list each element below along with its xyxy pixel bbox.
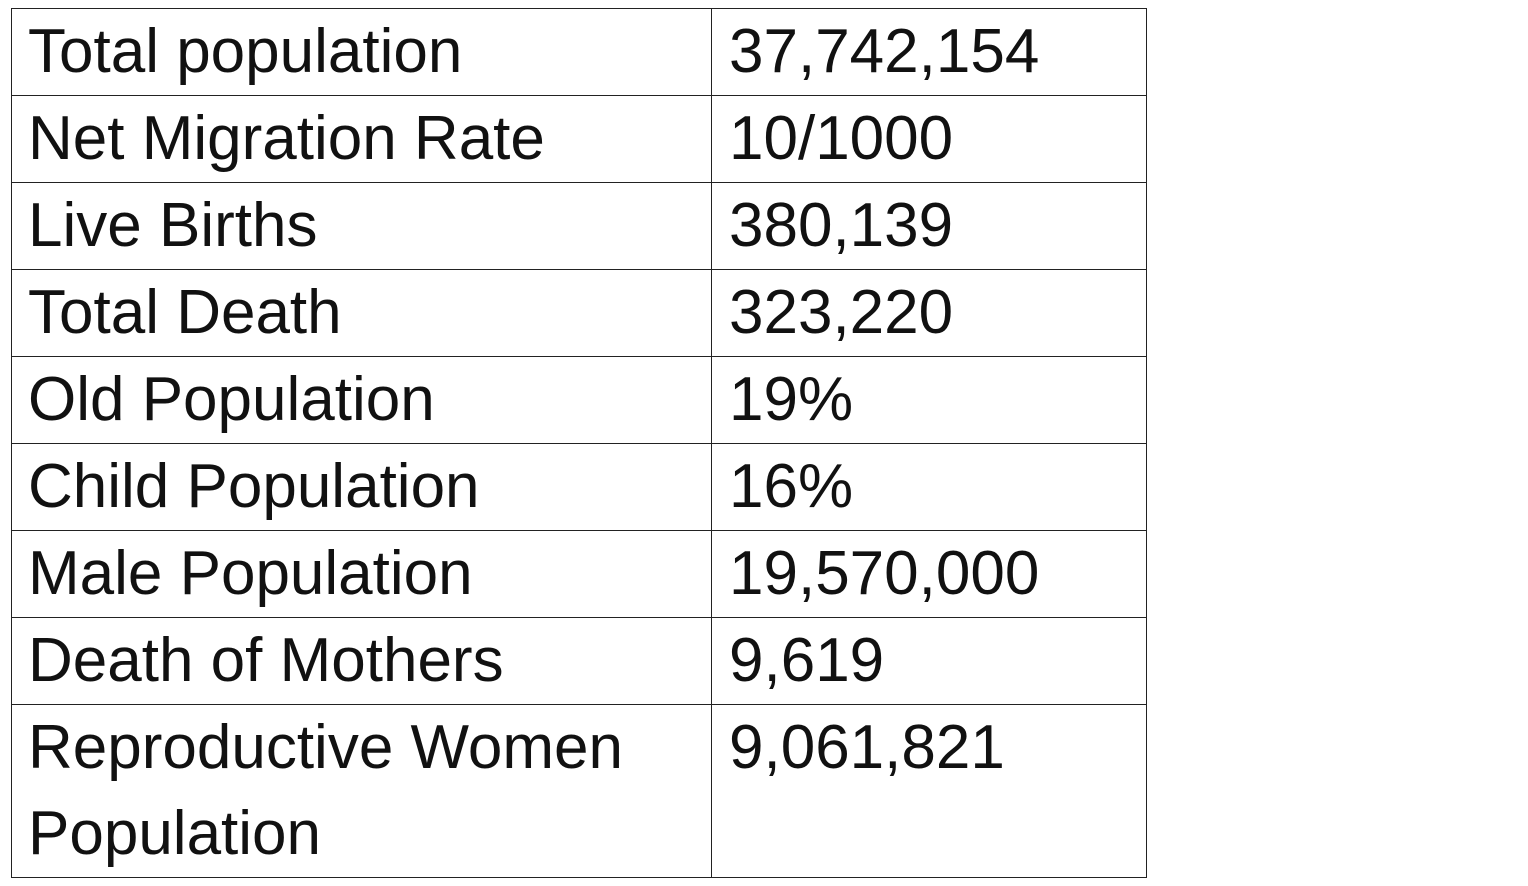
row-value: 37,742,154 bbox=[711, 8, 1147, 96]
row-value: 16% bbox=[711, 443, 1147, 531]
table-row: Old Population 19% bbox=[11, 356, 1147, 444]
row-label: Child Population bbox=[11, 443, 712, 531]
row-label: Death of Mothers bbox=[11, 617, 712, 705]
table-row: Total population 37,742,154 bbox=[11, 8, 1147, 96]
row-label: Live Births bbox=[11, 182, 712, 270]
table-row: Male Population 19,570,000 bbox=[11, 530, 1147, 618]
table-row: Live Births 380,139 bbox=[11, 182, 1147, 270]
table-row: Child Population 16% bbox=[11, 443, 1147, 531]
row-label: Reproductive Women Population bbox=[11, 704, 712, 878]
population-stats-table: Total population 37,742,154 Net Migratio… bbox=[11, 8, 1147, 878]
table-body: Total population 37,742,154 Net Migratio… bbox=[11, 8, 1147, 878]
row-value: 10/1000 bbox=[711, 95, 1147, 183]
row-value: 323,220 bbox=[711, 269, 1147, 357]
table-row: Total Death 323,220 bbox=[11, 269, 1147, 357]
table-row: Death of Mothers 9,619 bbox=[11, 617, 1147, 705]
table-row: Reproductive Women Population 9,061,821 bbox=[11, 704, 1147, 878]
row-value: 19% bbox=[711, 356, 1147, 444]
row-label: Male Population bbox=[11, 530, 712, 618]
row-value: 9,061,821 bbox=[711, 704, 1147, 878]
table-row: Net Migration Rate 10/1000 bbox=[11, 95, 1147, 183]
row-value: 19,570,000 bbox=[711, 530, 1147, 618]
row-value: 9,619 bbox=[711, 617, 1147, 705]
row-label: Total population bbox=[11, 8, 712, 96]
row-label: Old Population bbox=[11, 356, 712, 444]
row-value: 380,139 bbox=[711, 182, 1147, 270]
row-label: Net Migration Rate bbox=[11, 95, 712, 183]
row-label: Total Death bbox=[11, 269, 712, 357]
